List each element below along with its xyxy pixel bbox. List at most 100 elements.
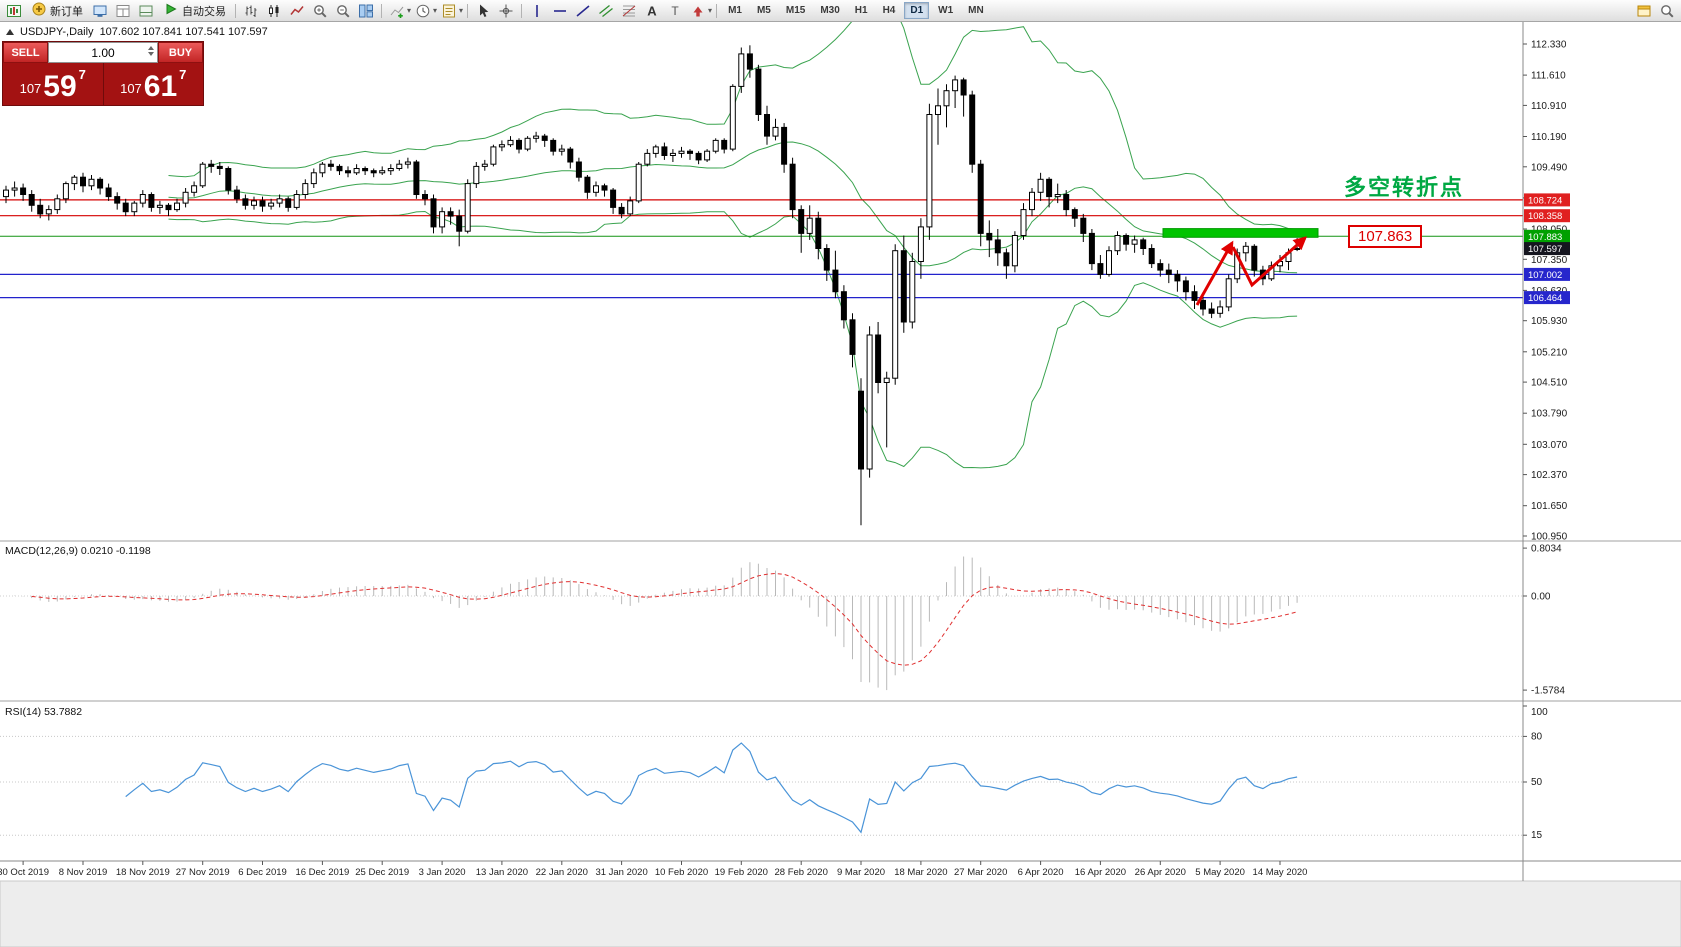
svg-text:107.883: 107.883 (1528, 232, 1562, 243)
spinner-down-icon[interactable] (148, 52, 154, 56)
toolbar-separator (467, 3, 469, 18)
dropdown-caret-icon[interactable]: ▾ (459, 6, 464, 15)
timeframe-d1[interactable]: D1 (904, 2, 930, 19)
period-icon[interactable] (412, 1, 434, 21)
candlestick-series (3, 45, 1301, 526)
timeframe-h1[interactable]: H1 (854, 5, 868, 16)
time-axis[interactable]: 30 Oct 2019 8 Nov 2019 18 Nov 2019 27 Nov 2… (0, 861, 1307, 878)
zoom-in-icon[interactable] (309, 1, 331, 21)
timeframe-m5[interactable]: M5 (756, 5, 771, 16)
volume-spinner[interactable] (148, 46, 154, 56)
timeframe-mn[interactable]: MN (968, 5, 984, 16)
timeframe-m1[interactable]: M1 (728, 5, 742, 16)
new-order-button[interactable]: 新订单 (26, 2, 88, 20)
data-window-icon[interactable] (112, 1, 134, 21)
svg-text:110.190: 110.190 (1531, 132, 1567, 143)
svg-text:8 Nov 2019: 8 Nov 2019 (59, 867, 108, 878)
rsi-level-lines (0, 735, 1523, 836)
toolbar-separator (521, 3, 523, 18)
trendline-icon[interactable] (572, 1, 594, 21)
fibonacci-icon[interactable] (618, 1, 640, 21)
horizontal-line-icon[interactable] (549, 1, 571, 21)
svg-text:0.8034: 0.8034 (1531, 544, 1562, 555)
sell-price[interactable]: 107 59 7 (3, 63, 104, 105)
one-click-collapse-icon[interactable] (6, 29, 14, 35)
trend-arrow[interactable] (1231, 236, 1308, 288)
chart-title: USDJPY-,Daily 107.602 107.841 107.541 10… (6, 26, 268, 38)
timeframe-w1[interactable]: W1 (938, 5, 954, 16)
chart-window-icon[interactable] (3, 1, 25, 21)
turning-point-annotation[interactable]: 多空转折点 (1344, 175, 1465, 200)
buy-button[interactable]: BUY (158, 42, 203, 63)
text-icon[interactable]: A (641, 1, 663, 21)
crosshair-icon[interactable] (495, 1, 517, 21)
svg-text:108.358: 108.358 (1528, 211, 1562, 222)
svg-text:16 Dec 2019: 16 Dec 2019 (295, 867, 349, 878)
timeframe-m30[interactable]: M30 (820, 5, 840, 16)
tile-windows-icon[interactable] (355, 1, 377, 21)
dropdown-caret-icon[interactable]: ▾ (407, 6, 412, 15)
zoom-out-icon[interactable] (332, 1, 354, 21)
auto-trading-button-label: 自动交易 (182, 5, 226, 18)
rsi-axis[interactable]: 100 80 50 15 (1523, 705, 1548, 841)
candlestick-icon[interactable] (263, 1, 285, 21)
new-order-icon (31, 1, 47, 20)
svg-text:107.597: 107.597 (1528, 244, 1562, 255)
volume-value: 1.00 (91, 45, 115, 60)
svg-text:25 Dec 2019: 25 Dec 2019 (355, 867, 409, 878)
rsi-indicator-label: RSI(14) 53.7882 (5, 706, 83, 718)
svg-text:107.350: 107.350 (1531, 255, 1568, 266)
svg-text:A: A (647, 3, 657, 18)
channel-icon[interactable] (595, 1, 617, 21)
svg-text:14 May 2020: 14 May 2020 (1253, 867, 1308, 878)
indicators-icon[interactable] (386, 1, 408, 21)
svg-text:26 Apr 2020: 26 Apr 2020 (1135, 867, 1186, 878)
chart-background[interactable] (0, 22, 1681, 881)
window-icon[interactable] (1633, 1, 1655, 21)
svg-text:80: 80 (1531, 731, 1543, 742)
svg-text:13 Jan 2020: 13 Jan 2020 (476, 867, 528, 878)
svg-text:103.790: 103.790 (1531, 409, 1568, 420)
template-icon[interactable] (438, 1, 460, 21)
svg-text:19 Feb 2020: 19 Feb 2020 (715, 867, 768, 878)
svg-text:10 Feb 2020: 10 Feb 2020 (655, 867, 708, 878)
auto-trading-button[interactable]: 自动交易 (158, 2, 231, 20)
macd-axis[interactable]: 0.8034 0.00 -1.5784 (1523, 544, 1565, 697)
buy-price[interactable]: 107 61 7 (104, 63, 204, 105)
macd-signal-line (31, 572, 1298, 666)
green-zone-rectangle[interactable] (1162, 228, 1319, 238)
vertical-line-icon[interactable] (526, 1, 548, 21)
shapes-icon[interactable] (687, 1, 709, 21)
spinner-up-icon[interactable] (148, 46, 154, 50)
market-watch-icon[interactable] (89, 1, 111, 21)
svg-text:22 Jan 2020: 22 Jan 2020 (536, 867, 588, 878)
support-price-badge: 107.002 (1524, 267, 1570, 281)
svg-text:108.724: 108.724 (1528, 195, 1562, 206)
timeframe-h4[interactable]: H4 (882, 5, 896, 16)
line-chart-icon[interactable] (286, 1, 308, 21)
svg-text:9 Mar 2020: 9 Mar 2020 (837, 867, 885, 878)
toolbar-separator (235, 3, 236, 18)
cursor-icon[interactable] (472, 1, 494, 21)
bar-chart-icon[interactable] (240, 1, 262, 21)
terminal-icon[interactable] (135, 1, 157, 21)
trend-arrow[interactable] (1195, 240, 1234, 306)
symbol-period-label: USDJPY-,Daily (20, 26, 94, 38)
volume-input[interactable]: 1.00 (48, 42, 158, 63)
dropdown-caret-icon[interactable]: ▾ (708, 6, 713, 15)
zone-price-label[interactable]: 107.863 (1348, 225, 1423, 248)
label-icon[interactable]: T (664, 1, 686, 21)
search-icon[interactable] (1656, 1, 1678, 21)
one-click-trading-panel: SELL 1.00 BUY 107 59 7 107 61 7 (2, 41, 204, 106)
dropdown-caret-icon[interactable]: ▾ (433, 6, 438, 15)
buy-price-handle: 107 (120, 81, 142, 96)
toolbar-separator (381, 3, 382, 18)
sell-price-handle: 107 (19, 81, 42, 96)
sell-button[interactable]: SELL (3, 42, 48, 63)
svg-text:100.950: 100.950 (1531, 532, 1568, 543)
svg-text:27 Mar 2020: 27 Mar 2020 (954, 867, 1007, 878)
svg-text:27 Nov 2019: 27 Nov 2019 (176, 867, 230, 878)
timeframe-m15[interactable]: M15 (785, 5, 806, 16)
